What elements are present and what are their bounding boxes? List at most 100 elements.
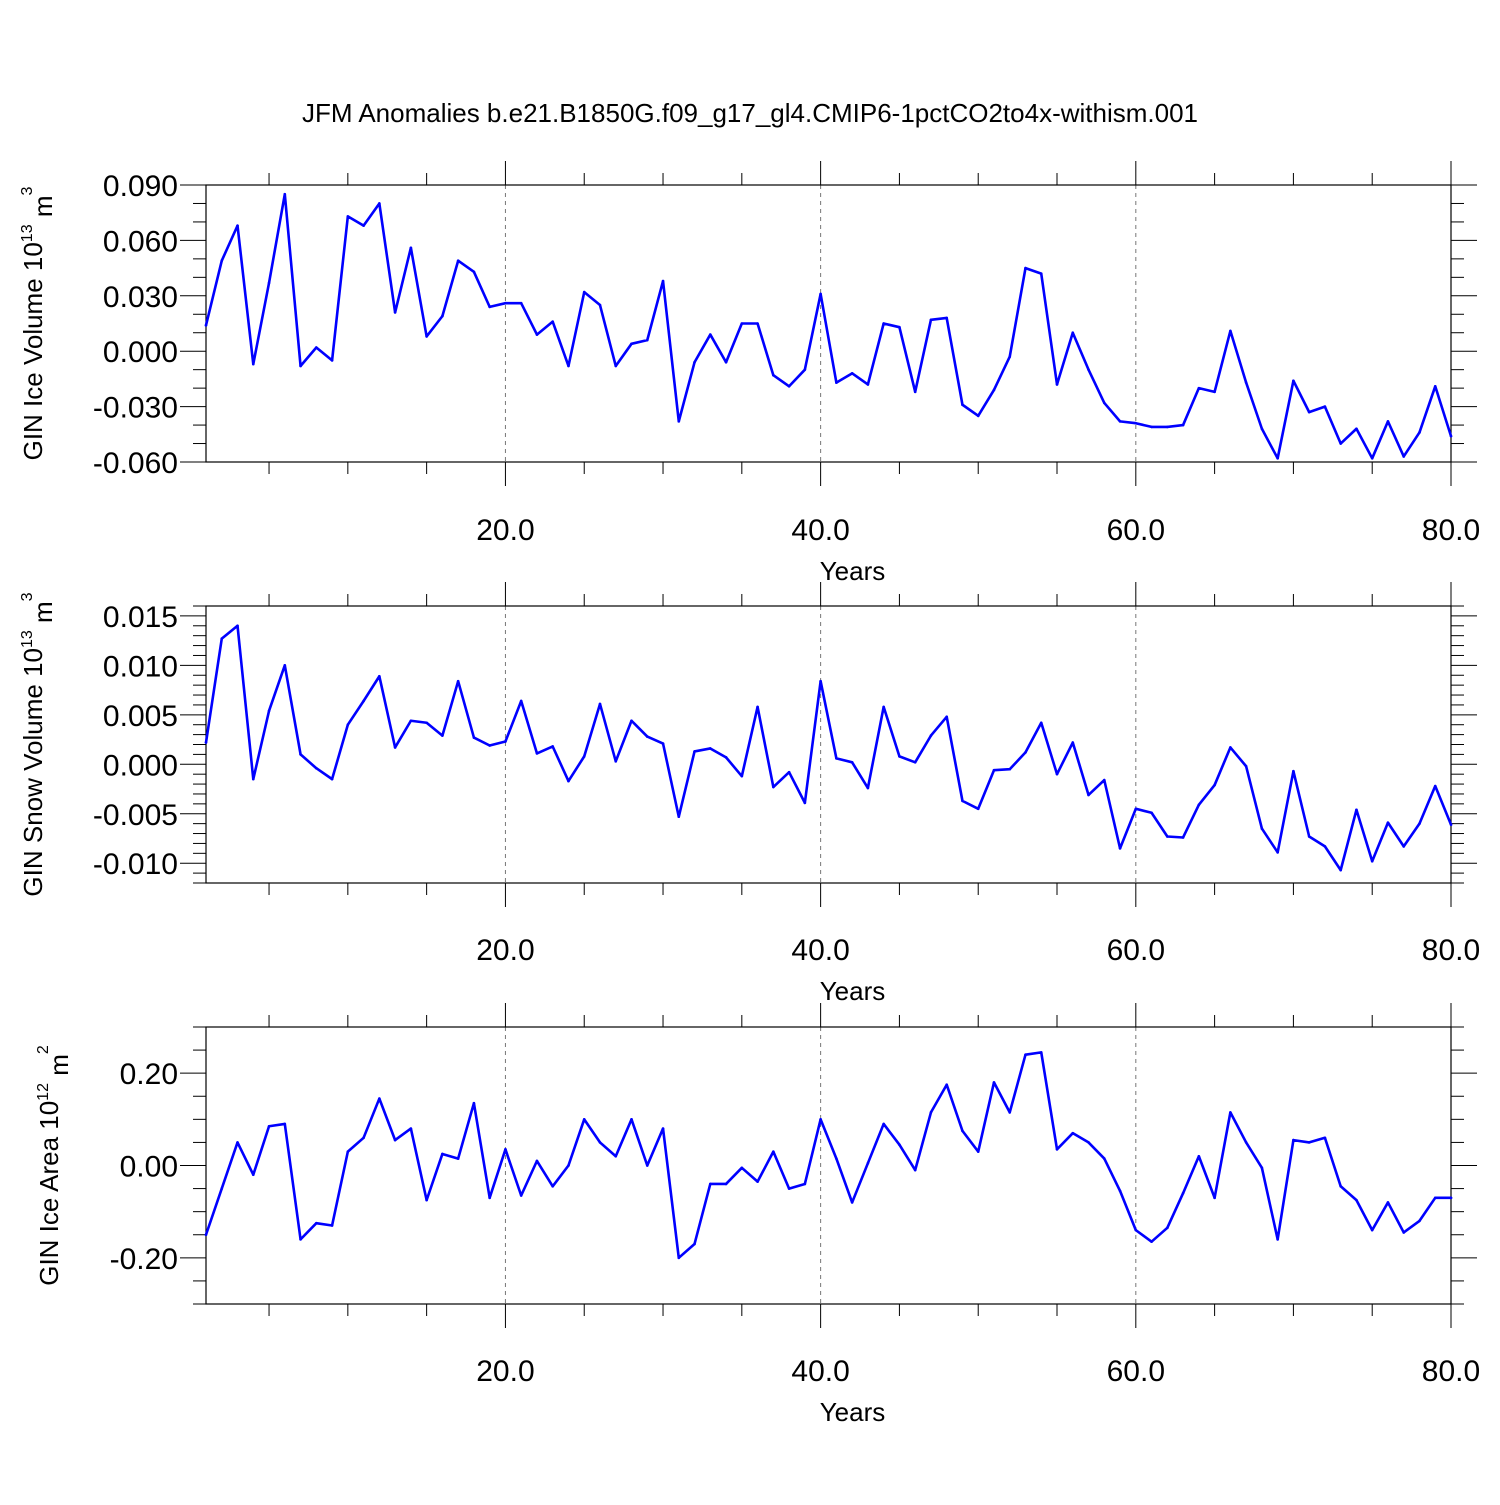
data-point — [1370, 859, 1374, 863]
data-point — [898, 325, 901, 329]
data-point — [1008, 767, 1012, 771]
data-point — [913, 761, 917, 764]
data-point — [1244, 764, 1248, 768]
data-point — [488, 305, 491, 309]
data-point — [472, 270, 476, 274]
data-point — [1197, 1154, 1201, 1158]
data-point — [1166, 835, 1169, 838]
data-point — [283, 1122, 287, 1126]
data-point — [315, 346, 318, 349]
data-point — [1244, 381, 1248, 384]
data-point — [519, 699, 523, 703]
data-point — [582, 290, 586, 294]
data-point — [299, 753, 302, 756]
data-point — [456, 679, 460, 683]
data-point — [724, 1182, 728, 1186]
data-point — [614, 760, 618, 763]
data-point — [1307, 410, 1311, 414]
data-point — [1118, 847, 1122, 850]
data-point — [267, 281, 271, 285]
x-tick-label: 40.0 — [791, 1355, 849, 1388]
data-point — [803, 801, 807, 805]
data-point — [992, 768, 996, 772]
y-tick-label: -0.030 — [93, 392, 178, 425]
data-point — [1323, 405, 1327, 408]
data-point — [819, 1118, 822, 1121]
data-point — [283, 664, 287, 667]
data-point — [346, 1150, 350, 1153]
data-point — [1370, 457, 1374, 460]
data-point — [929, 734, 933, 737]
y-tick-label: 0.030 — [103, 281, 178, 314]
data-point — [819, 679, 822, 683]
data-point — [535, 1159, 539, 1163]
data-point — [1402, 845, 1406, 848]
data-point — [535, 752, 539, 755]
data-point — [409, 719, 413, 723]
y-tick-label: -0.060 — [93, 447, 178, 480]
data-point — [976, 1150, 980, 1153]
data-point — [850, 372, 854, 375]
x-tick-label: 60.0 — [1107, 514, 1165, 547]
data-point — [835, 1157, 838, 1160]
data-point — [614, 364, 618, 368]
y-tick-label: 0.015 — [103, 601, 178, 634]
data-point — [945, 715, 948, 719]
data-point — [425, 1198, 428, 1202]
data-point — [299, 1238, 302, 1241]
data-point — [1418, 431, 1421, 434]
data-point — [693, 360, 696, 364]
data-point — [283, 192, 287, 196]
y-axis-title-exponent: 13 — [19, 224, 36, 242]
data-point — [1181, 1191, 1185, 1195]
data-point — [1102, 1157, 1106, 1160]
data-point — [819, 292, 822, 296]
data-point — [709, 333, 712, 336]
data-point — [693, 1242, 696, 1246]
data-point — [378, 1097, 381, 1100]
data-point — [1071, 1131, 1075, 1135]
data-point — [551, 745, 555, 748]
data-point — [519, 1194, 523, 1197]
data-point — [393, 1138, 397, 1142]
data-point — [1386, 1201, 1390, 1204]
data-point — [582, 1118, 586, 1121]
data-point — [1118, 420, 1122, 423]
data-point — [787, 770, 791, 774]
data-point — [267, 1124, 271, 1128]
data-point — [1386, 420, 1390, 423]
data-point — [567, 1164, 570, 1167]
data-point — [1166, 425, 1169, 429]
data-point — [1276, 851, 1279, 854]
data-point — [551, 320, 555, 323]
data-point — [1355, 1198, 1358, 1202]
data-point — [1323, 1136, 1327, 1140]
data-point — [1229, 329, 1232, 333]
data-point — [661, 279, 665, 283]
data-point — [1292, 1138, 1295, 1142]
data-point — [709, 747, 712, 750]
data-point — [945, 1083, 948, 1087]
data-point — [1339, 1184, 1342, 1188]
data-point — [220, 637, 224, 640]
y-tick-label: 0.090 — [103, 170, 178, 203]
data-point — [299, 364, 302, 368]
data-point — [1449, 1196, 1453, 1200]
data-point — [992, 388, 996, 392]
data-point — [1024, 1053, 1027, 1056]
data-point — [362, 224, 365, 227]
data-point — [882, 322, 885, 325]
data-point — [1449, 434, 1453, 438]
data-point — [1418, 1219, 1421, 1223]
data-point — [756, 1180, 759, 1183]
data-point — [1339, 442, 1342, 445]
plot-frame — [205, 184, 1452, 463]
data-point — [330, 777, 334, 781]
data-point — [913, 1168, 917, 1172]
data-point — [204, 324, 208, 327]
data-point — [1355, 808, 1358, 812]
data-point — [267, 709, 271, 713]
x-tick-label: 20.0 — [476, 934, 534, 967]
data-point — [1039, 1051, 1043, 1054]
data-point — [1071, 331, 1075, 335]
